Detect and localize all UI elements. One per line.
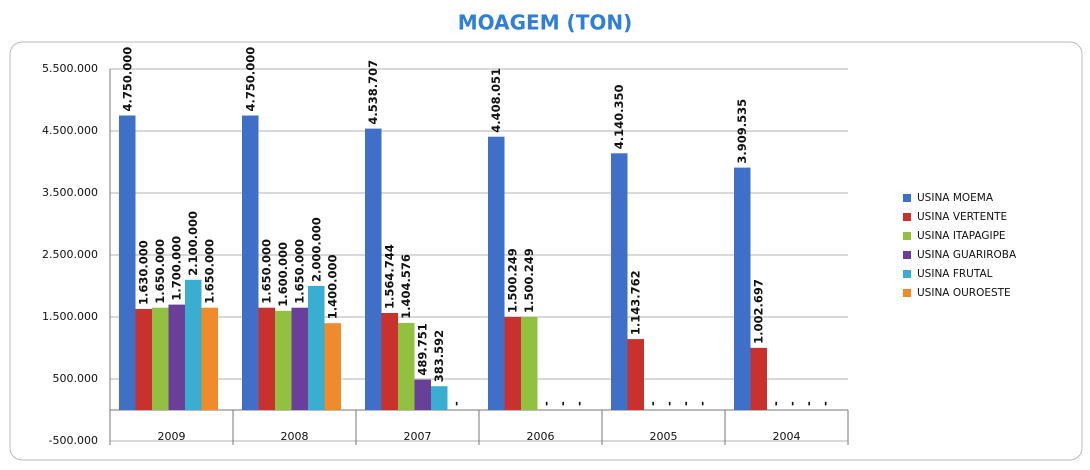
legend-label: USINA MOEMA — [917, 192, 994, 204]
bar — [119, 115, 136, 410]
value-label: 1.650.000 — [293, 239, 307, 304]
value-label: 1.500.249 — [522, 248, 536, 313]
bar — [521, 316, 538, 410]
x-tick-label: 2005 — [650, 430, 678, 443]
value-label: - — [678, 401, 692, 406]
value-label: 3.909.535 — [735, 99, 749, 164]
legend-swatch — [903, 232, 911, 240]
y-tick-label: 1.500.000 — [42, 310, 98, 323]
x-tick-label: 2009 — [158, 430, 186, 443]
bar — [611, 153, 628, 411]
value-label: - — [662, 401, 676, 406]
value-label: 1.143.762 — [629, 270, 643, 335]
x-tick-label: 2004 — [773, 430, 801, 443]
bar — [308, 286, 325, 410]
legend-swatch — [903, 251, 911, 259]
y-tick-label: 3.500.000 — [42, 186, 98, 199]
value-label: 1.600.000 — [276, 242, 290, 307]
value-label: 4.140.350 — [612, 85, 626, 150]
value-label: - — [539, 401, 553, 406]
legend-swatch — [903, 270, 911, 278]
value-label: 1.564.744 — [383, 244, 397, 309]
y-tick-label: 5.500.000 — [42, 62, 98, 75]
value-label: - — [449, 401, 463, 406]
legend-label: USINA VERTENTE — [917, 211, 1007, 223]
x-tick-label: 2008 — [281, 430, 309, 443]
bar — [414, 379, 431, 410]
x-tick-label: 2006 — [527, 430, 555, 443]
x-tick-label: 2007 — [404, 430, 432, 443]
bar — [185, 279, 202, 410]
value-label: - — [695, 401, 709, 406]
value-label: 4.750.000 — [120, 47, 134, 112]
bar — [365, 128, 382, 410]
value-label: - — [818, 401, 832, 406]
value-label: - — [768, 401, 782, 406]
bar — [275, 310, 292, 410]
value-label: - — [572, 401, 586, 406]
value-label: 489.751 — [416, 323, 430, 375]
value-label: 1.002.697 — [752, 279, 766, 344]
value-label: 1.650.000 — [260, 239, 274, 304]
bar — [381, 312, 398, 410]
value-label: 4.750.000 — [243, 47, 257, 112]
bar — [324, 323, 341, 410]
bar — [135, 308, 152, 410]
legend-label: USINA FRUTAL — [917, 268, 993, 280]
bar — [398, 322, 415, 410]
value-label: - — [801, 401, 815, 406]
value-label: 1.630.000 — [137, 240, 151, 305]
bar — [168, 304, 185, 410]
y-tick-label: 500.000 — [53, 372, 99, 385]
y-tick-label: 4.500.000 — [42, 124, 98, 137]
legend-label: USINA ITAPAGIPE — [917, 230, 1006, 242]
bar — [201, 307, 218, 410]
value-label: - — [555, 401, 569, 406]
y-tick-label: 2.500.000 — [42, 248, 98, 261]
value-label: 2.100.000 — [186, 211, 200, 276]
value-label: - — [785, 401, 799, 406]
y-tick-label: -500.000 — [49, 434, 98, 447]
legend-swatch — [903, 289, 911, 297]
value-label: 2.000.000 — [309, 217, 323, 282]
legend-swatch — [903, 194, 911, 202]
bar — [152, 307, 169, 410]
bar — [627, 339, 644, 410]
legend-label: USINA OUROESTE — [917, 287, 1011, 299]
bar — [504, 316, 521, 410]
bar — [242, 115, 259, 410]
value-label: - — [645, 401, 659, 406]
value-label: 4.408.051 — [489, 68, 503, 133]
value-label: 1.700.000 — [170, 236, 184, 301]
value-label: 4.538.707 — [366, 60, 380, 125]
chart-title: MOAGEM (TON) — [458, 11, 632, 35]
value-label: 1.404.576 — [399, 254, 413, 319]
bar — [258, 307, 275, 410]
value-label: 1.500.249 — [506, 248, 520, 313]
bar — [291, 307, 308, 410]
legend-swatch — [903, 213, 911, 221]
value-label: 1.650.000 — [203, 239, 217, 304]
value-label: 383.592 — [432, 330, 446, 382]
bar — [488, 136, 505, 410]
value-label: 1.400.000 — [326, 254, 340, 319]
legend-label: USINA GUARIROBA — [917, 249, 1017, 261]
value-label: 1.650.000 — [153, 239, 167, 304]
bar — [734, 167, 751, 410]
bar — [431, 386, 448, 410]
bar — [750, 347, 767, 410]
